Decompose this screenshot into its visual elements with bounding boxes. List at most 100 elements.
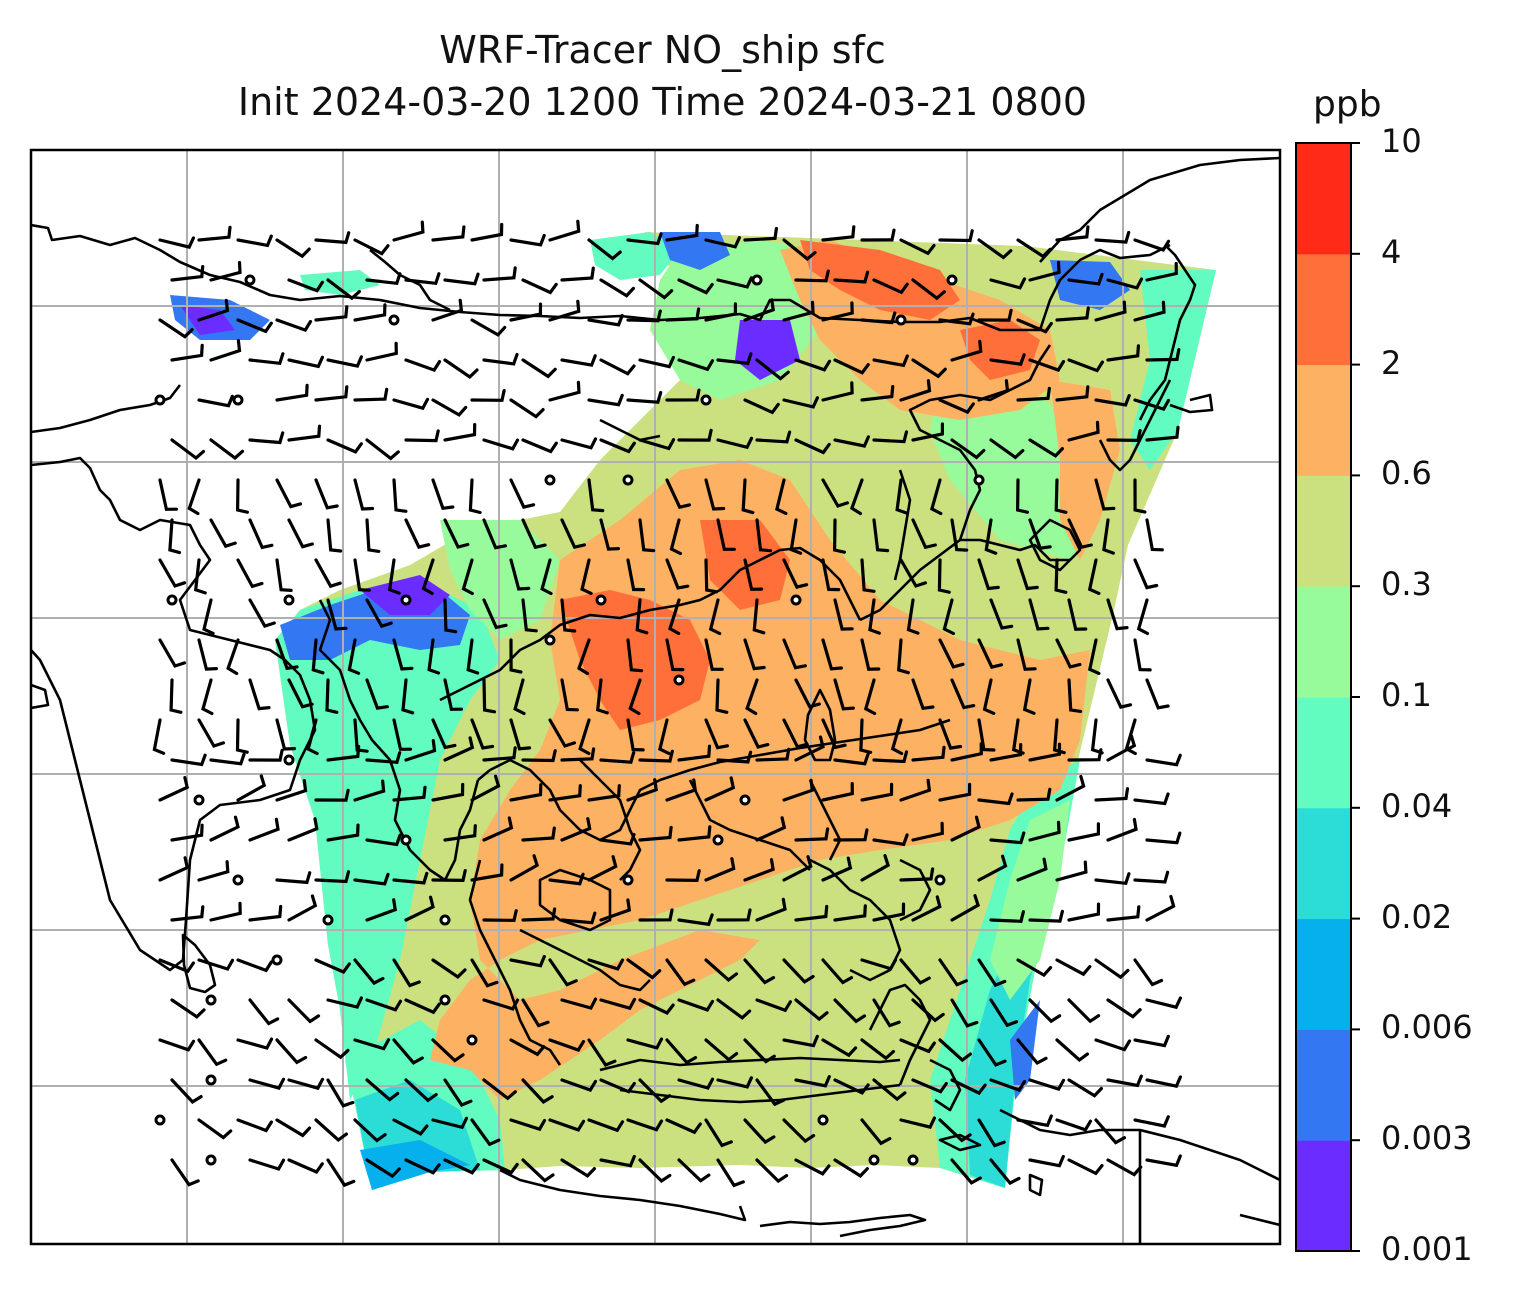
- wind-barb: [287, 518, 314, 549]
- wind-barb: [314, 231, 351, 245]
- wind-barb: [482, 518, 507, 550]
- wind-barb: [1106, 678, 1133, 709]
- tracer-peak-north: [800, 240, 960, 320]
- wind-barb: [275, 1038, 308, 1065]
- wind-barb: [1055, 638, 1082, 669]
- wind-barb: [755, 518, 773, 553]
- wind-barb: [938, 638, 965, 669]
- wind-barb: [989, 1078, 1027, 1093]
- wind-barb: [1055, 860, 1088, 882]
- wind-barb: [638, 1078, 672, 1104]
- wind-barb: [509, 398, 545, 419]
- wind-barb: [404, 1158, 441, 1175]
- wind-barb: [209, 518, 237, 549]
- wind-barb: [743, 718, 770, 749]
- wind-barb: [704, 776, 736, 802]
- wind-barb: [158, 856, 190, 882]
- wind-barb: [509, 718, 532, 751]
- wind-barb: [821, 718, 847, 750]
- wind-barb: [911, 518, 937, 550]
- wind-barb: [1028, 998, 1062, 1024]
- wind-barb: [470, 774, 501, 802]
- wind-barb: [755, 358, 790, 381]
- wind-barb: [404, 998, 441, 1015]
- wind-barb: [509, 478, 536, 509]
- calm-marker: [934, 874, 946, 886]
- calm-marker: [739, 794, 751, 806]
- wind-barb: [560, 911, 597, 925]
- wind-barb: [548, 718, 576, 748]
- wind-barb: [906, 598, 920, 635]
- wind-barb: [1028, 358, 1066, 372]
- wind-barb: [872, 278, 909, 295]
- wind-barb: [560, 437, 598, 450]
- wind-barb: [782, 778, 815, 802]
- colorbar-segment: [1296, 586, 1351, 698]
- wind-barb: [577, 638, 591, 676]
- wind-barb: [782, 238, 817, 261]
- colorbar-tick-label: 0.006: [1381, 1008, 1473, 1047]
- wind-barb: [716, 436, 754, 450]
- wind-barb: [209, 339, 242, 362]
- wind-barb: [1087, 558, 1101, 595]
- wind-barb: [938, 312, 975, 326]
- wind-barb: [911, 895, 942, 922]
- wind-barb: [665, 1118, 702, 1135]
- wind-barb: [950, 339, 983, 362]
- wind-barb: [1028, 742, 1062, 762]
- wind-barb: [832, 518, 846, 554]
- wind-barb: [560, 1158, 596, 1178]
- wind-barb: [275, 718, 297, 751]
- wind-barb: [638, 1158, 672, 1184]
- wind-barb: [911, 1078, 948, 1094]
- wind-barb: [1055, 385, 1090, 402]
- wind-barb: [235, 478, 249, 514]
- wind-barb: [743, 558, 764, 591]
- wind-barb: [353, 238, 390, 256]
- wind-barb: [482, 746, 517, 762]
- wind-barb: [872, 750, 909, 764]
- wind-barb: [833, 435, 870, 448]
- wind-barb: [392, 478, 408, 513]
- wind-barb: [353, 558, 371, 592]
- wind-barb: [1028, 909, 1064, 923]
- wind-barb: [1016, 238, 1052, 259]
- wind-barb: [775, 478, 788, 515]
- wind-barb: [169, 678, 183, 714]
- wind-barb: [314, 305, 349, 322]
- calm-marker: [817, 1114, 829, 1126]
- wind-barb: [170, 1078, 203, 1104]
- wind-barb: [794, 358, 832, 372]
- wind-barb: [248, 518, 274, 550]
- wind-barb: [1133, 1115, 1170, 1128]
- calm-marker: [907, 1154, 919, 1166]
- wind-barb: [197, 1038, 228, 1067]
- wind-barb: [468, 478, 482, 515]
- wind-barb: [326, 598, 348, 631]
- wind-barb: [1016, 558, 1039, 591]
- wind-barb: [1145, 348, 1181, 362]
- wind-barb: [977, 638, 1004, 669]
- wind-barb: [599, 832, 636, 846]
- wind-barb: [158, 558, 187, 588]
- wind-barb: [794, 438, 831, 455]
- wind-barb: [560, 266, 595, 282]
- wind-barb: [560, 354, 597, 367]
- wind-barb: [326, 744, 361, 762]
- wind-barb: [1054, 558, 1068, 594]
- wind-barb: [716, 276, 753, 289]
- wind-barb: [821, 1038, 858, 1058]
- wind-barb: [158, 478, 178, 511]
- wind-barb: [665, 869, 701, 883]
- wind-barb: [1067, 420, 1100, 442]
- wind-barb: [821, 558, 841, 592]
- wind-barb: [521, 278, 558, 295]
- wind-barb: [404, 518, 431, 549]
- wind-barb: [236, 558, 264, 589]
- wind-barb: [977, 308, 1013, 322]
- calm-marker: [466, 1034, 478, 1046]
- wind-barb: [677, 913, 714, 927]
- wind-barb: [599, 1078, 636, 1094]
- wind-barb: [509, 783, 543, 802]
- wind-barb: [587, 958, 625, 971]
